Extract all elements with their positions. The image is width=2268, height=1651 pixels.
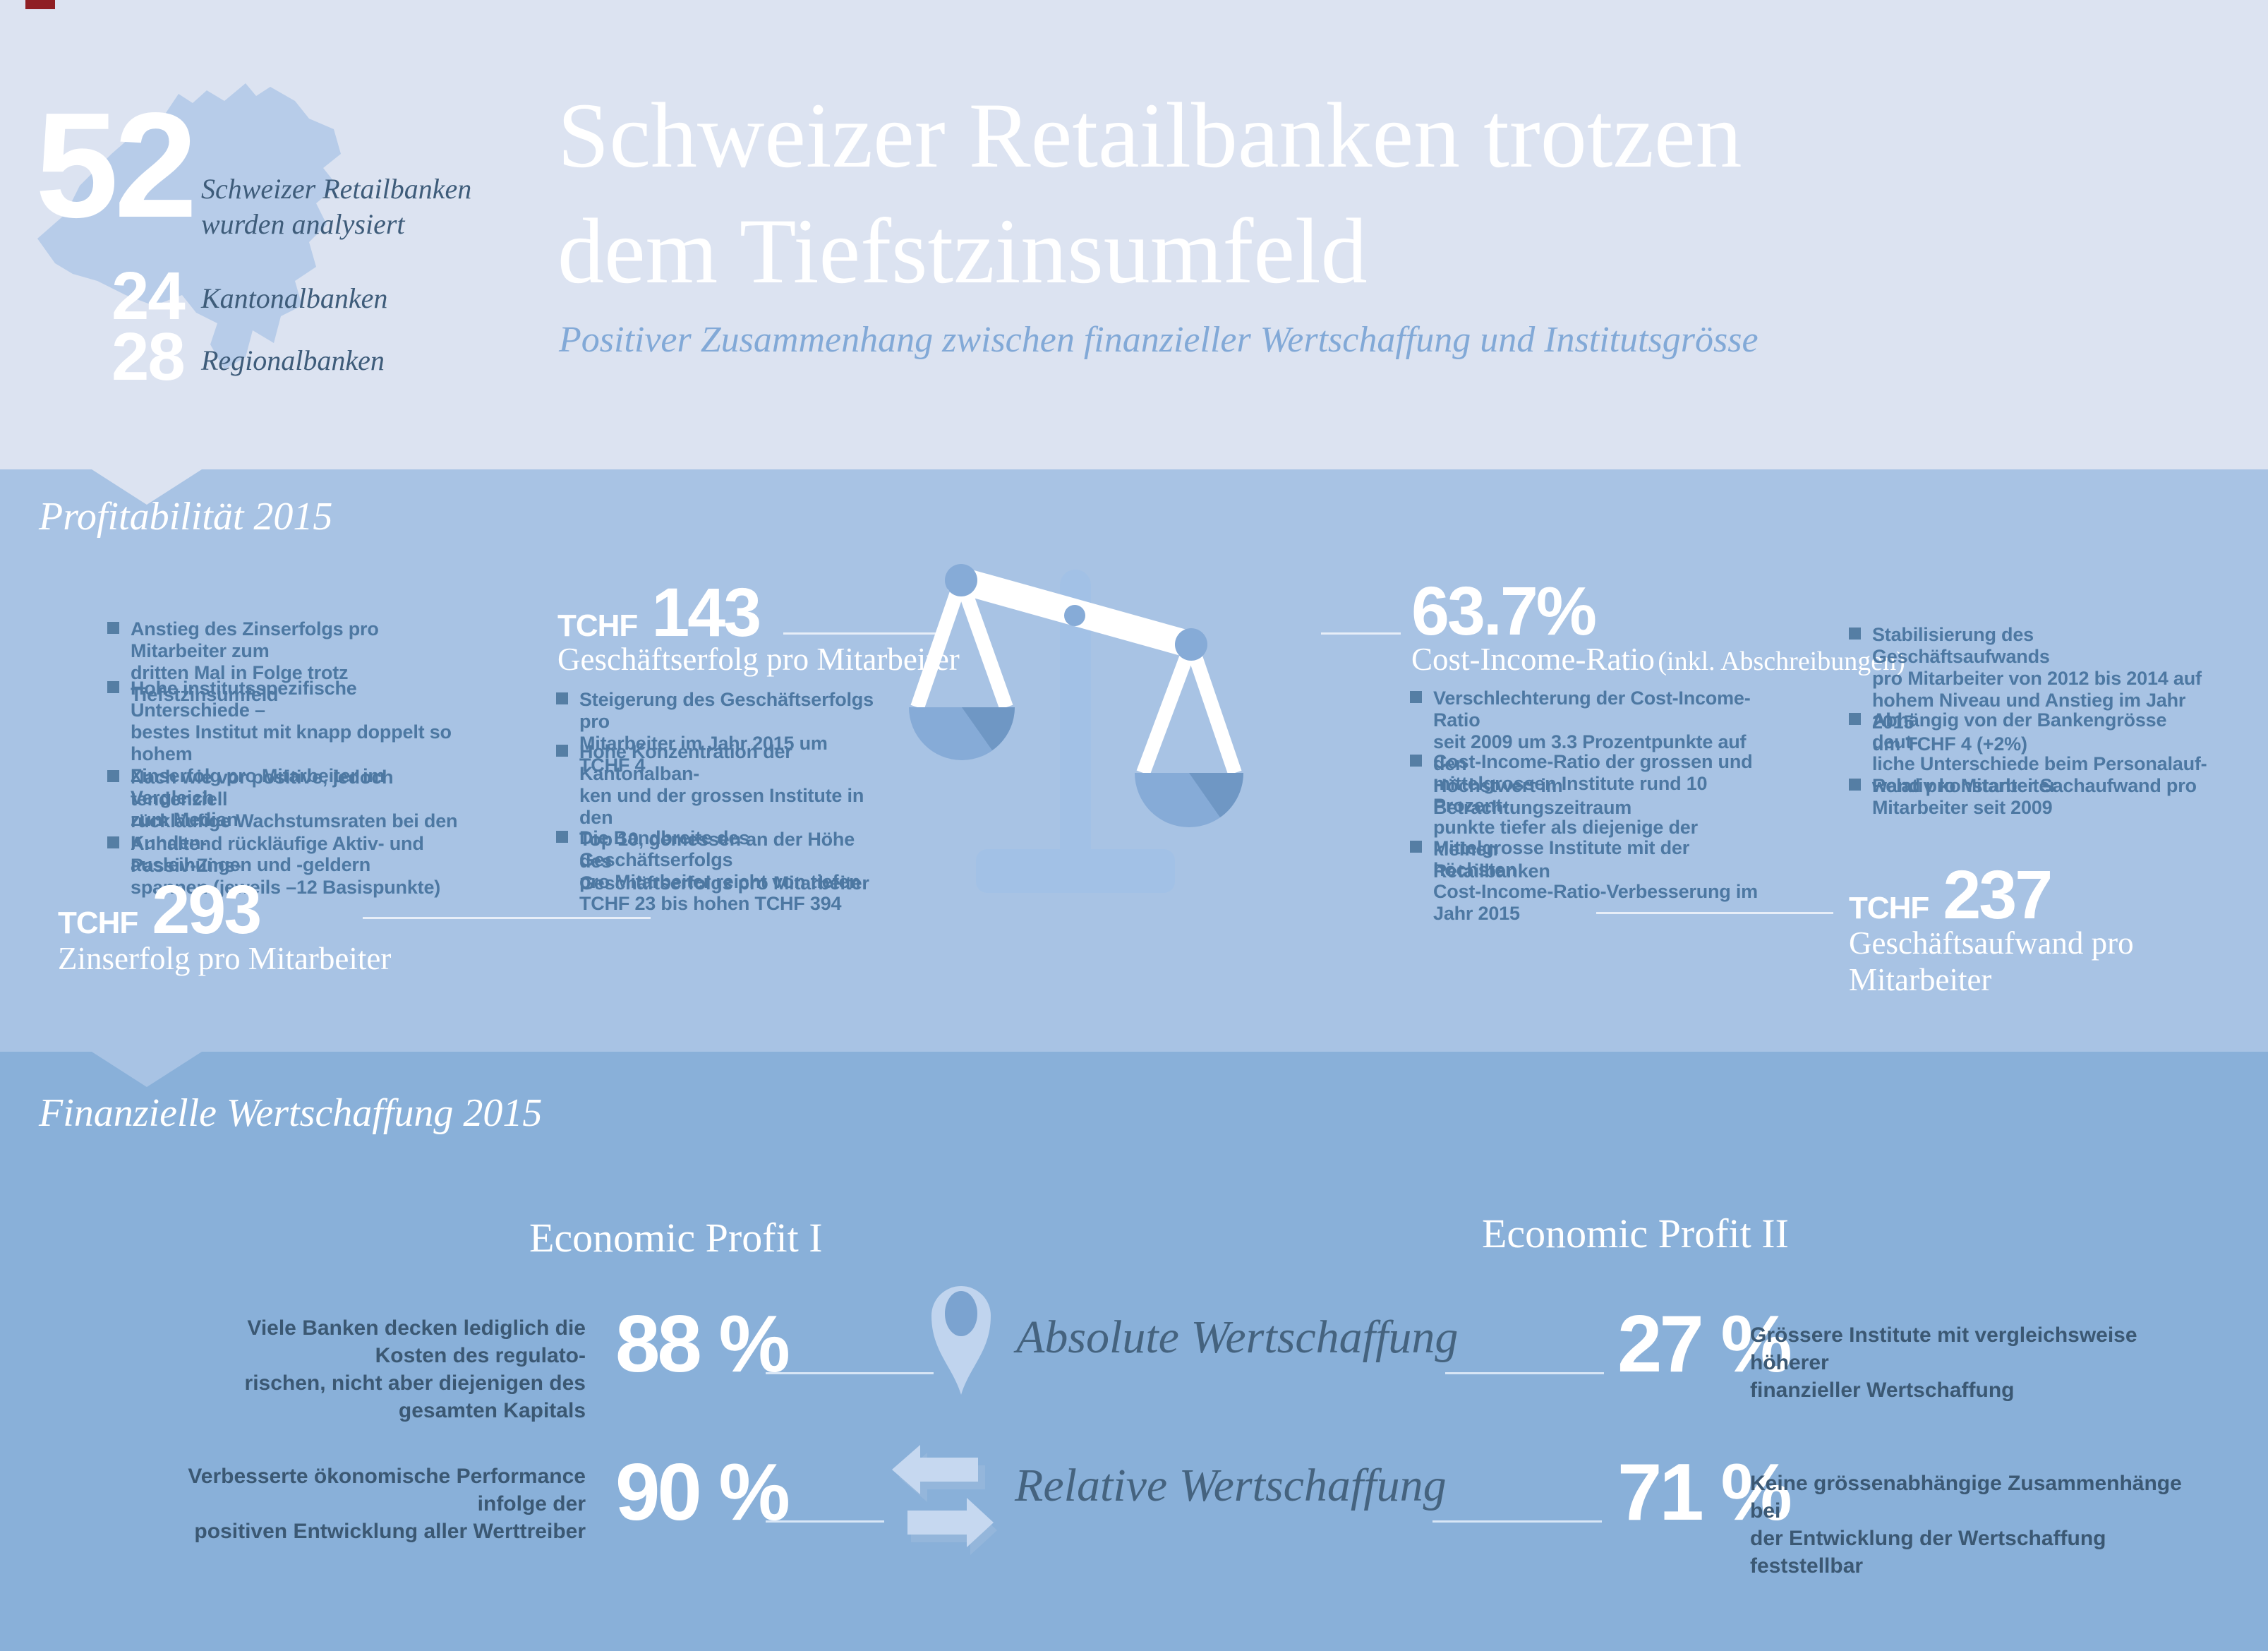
bullet-item: Die Bandbreite des Geschäftserfolgs pro … [556, 827, 874, 915]
operating-expense-label: Geschäftsaufwand pro Mitarbeiter [1849, 925, 2134, 997]
cost-income-ratio-label: Cost-Income-Ratio [1411, 642, 1655, 677]
bullet-square-icon [556, 692, 568, 704]
switzerland-map [37, 83, 341, 369]
value-creation-header: Finanzielle Wertschaffung 2015 [39, 1091, 543, 1135]
economic-profit-1-title: Economic Profit I [529, 1215, 823, 1261]
bullet-text: Anstieg des Zinserfolgs pro Mitarbeiter … [131, 618, 379, 705]
connector-line [363, 917, 651, 919]
analyzed-count-label: Schweizer Retailbanken wurden analysiert [201, 173, 472, 240]
section-divider-notch [92, 1052, 202, 1087]
bullet-item: Anhaltend rückläufige Aktiv- und Passiv-… [107, 833, 467, 899]
interest-income-stat: TCHF 293 [58, 871, 262, 948]
balance-scale-icon [909, 564, 1243, 893]
bullet-text: Hohe institutsspezifische Unterschiede –… [131, 678, 452, 830]
bullet-item: Hohe institutsspezifische Unterschiede –… [107, 678, 467, 831]
page-title: Schweizer Retailbanken trotzen dem Tiefs… [557, 83, 1742, 303]
bullet-text: Hohe Konzentration der Kantonalban- ken … [579, 741, 869, 894]
bullet-text: Cost-Income-Ratio der grossen und mittel… [1433, 751, 1753, 882]
bullet-square-icon [1410, 755, 1422, 767]
corner-mark [25, 0, 55, 9]
bullet-square-icon [1410, 841, 1422, 853]
bullet-square-icon [107, 681, 119, 693]
bullet-item: Hohe Konzentration der Kantonalban- ken … [556, 741, 874, 894]
bullet-text: Abhängig von der Bankengrösse deut- lich… [1872, 709, 2207, 796]
row-left-value: 90 % [615, 1448, 790, 1537]
cost-income-ratio-note: (inkl. Abschreibungen) [1658, 647, 1905, 676]
currency-prefix: TCHF [557, 608, 638, 643]
kantonalbanken-label: Kantonalbanken [201, 282, 388, 314]
bullet-item: Stabilisierung des Geschäftsaufwands pro… [1849, 624, 2216, 755]
operating-income-label: Geschäftserfolg pro Mitarbeiter [557, 642, 960, 677]
bullet-item: Verschlechterung der Cost-Income-Ratio s… [1410, 688, 1763, 819]
stat-value: 293 [152, 871, 262, 948]
bullet-item: Mittelgrosse Institute mit der höchsten … [1410, 837, 1763, 925]
swap-arrows-icon [892, 1445, 997, 1555]
operating-income-stat: TCHF 143 [557, 574, 761, 651]
bullet-item: Steigerung des Geschäftserfolgs pro Mita… [556, 689, 874, 776]
row-right-value: 71 % [1617, 1448, 1792, 1537]
bullet-text: Steigerung des Geschäftserfolgs pro Mita… [579, 689, 874, 776]
regionalbanken-label: Regionalbanken [201, 344, 385, 376]
connector-line [1596, 912, 1833, 914]
connector-line [766, 1372, 934, 1374]
bullet-square-icon [107, 770, 119, 782]
row-right-value: 27 % [1617, 1299, 1792, 1389]
bullet-text: Mittelgrosse Institute mit der höchsten … [1433, 837, 1758, 924]
profitability-header: Profitabilität 2015 [39, 495, 333, 539]
bullet-text: Nach wie vor positive, jedoch tendenziel… [131, 767, 458, 875]
page-subtitle: Positiver Zusammenhang zwischen finanzie… [559, 320, 1759, 360]
row-left-description: Verbesserte ökonomische Performance info… [188, 1465, 586, 1543]
bullet-item: Relativ konstanter Sachaufwand pro Mitar… [1849, 775, 2216, 819]
bullet-text: Relativ konstanter Sachaufwand pro Mitar… [1872, 775, 2197, 818]
bullet-item: Nach wie vor positive, jedoch tendenziel… [107, 767, 467, 876]
bullet-square-icon [1849, 713, 1861, 725]
connector-line [1445, 1372, 1604, 1374]
cost-income-ratio-value: 63.7% [1411, 572, 1597, 649]
bullet-text: Anhaltend rückläufige Aktiv- und Passiv-… [131, 833, 441, 898]
stat-value: 237 [1943, 856, 2053, 933]
bullet-square-icon [1849, 628, 1861, 640]
cost-income-ratio-label-group: Cost-Income-Ratio (inkl. Abschreibungen) [1411, 641, 1905, 678]
map-pin-icon [931, 1286, 991, 1395]
bullet-item: Abhängig von der Bankengrösse deut- lich… [1849, 709, 2216, 797]
connector-line [766, 1520, 884, 1523]
bullet-square-icon [1849, 779, 1861, 791]
bullet-text: Stabilisierung des Geschäftsaufwands pro… [1872, 624, 2202, 755]
section-divider-notch [92, 469, 202, 505]
connector-line [1432, 1520, 1602, 1523]
bullet-text: Die Bandbreite des Geschäftserfolgs pro … [579, 827, 861, 914]
row-left-description: Viele Banken decken lediglich die Kosten… [244, 1316, 586, 1422]
stat-value: 143 [651, 574, 761, 651]
connector-line [783, 632, 941, 635]
row-label: Relative Wertschaffung [1015, 1460, 1447, 1511]
bullet-square-icon [107, 622, 119, 634]
connector-line [1321, 632, 1401, 635]
bullet-square-icon [107, 836, 119, 848]
bullet-text: Verschlechterung der Cost-Income-Ratio s… [1433, 688, 1751, 818]
row-label: Absolute Wertschaffung [1016, 1311, 1459, 1363]
operating-expense-stat: TCHF 237 [1849, 856, 2053, 933]
bullet-square-icon [556, 831, 568, 843]
row-right-description: Keine grössenabhängige Zusammenhänge bei… [1750, 1472, 2182, 1578]
bullet-item: Anstieg des Zinserfolgs pro Mitarbeiter … [107, 618, 467, 706]
analyzed-count: 52 [35, 81, 198, 248]
row-right-description: Grössere Institute mit vergleichsweise h… [1750, 1323, 2137, 1402]
regionalbanken-count: 28 [111, 319, 186, 395]
kantonalbanken-count: 24 [111, 258, 186, 334]
bullet-item: Cost-Income-Ratio der grossen und mittel… [1410, 751, 1763, 882]
bullet-square-icon [556, 745, 568, 757]
top-section-background [0, 0, 2268, 469]
currency-prefix: TCHF [58, 906, 138, 940]
bullet-square-icon [1410, 691, 1422, 703]
economic-profit-2-title: Economic Profit II [1482, 1211, 1789, 1256]
profitability-section-background [0, 469, 2268, 1052]
row-left-value: 88 % [615, 1299, 790, 1389]
interest-income-label: Zinserfolg pro Mitarbeiter [58, 941, 392, 976]
currency-prefix: TCHF [1849, 891, 1929, 925]
value-creation-section-background [0, 1052, 2268, 1651]
